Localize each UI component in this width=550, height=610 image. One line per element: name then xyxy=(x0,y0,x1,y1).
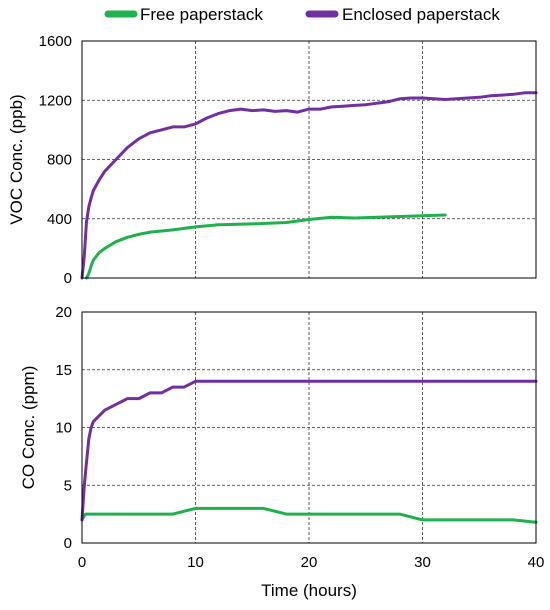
co-y-tick-label: 20 xyxy=(55,304,72,321)
voc-y-tick-label: 1600 xyxy=(39,33,72,50)
voc-y-ticks: 0 400 800 1200 1600 xyxy=(39,33,72,287)
co-y-tick-label: 0 xyxy=(64,535,72,552)
voc-y-tick-label: 400 xyxy=(47,211,72,228)
co-y-tick-label: 10 xyxy=(55,420,72,437)
legend: Free paperstack Enclosed paperstack xyxy=(104,5,500,24)
co-y-ticks: 0 5 10 15 20 xyxy=(55,304,72,552)
x-tick-label: 40 xyxy=(528,554,545,571)
voc-series-enclosed-paperstack xyxy=(80,91,538,280)
voc-panel: 0 400 800 1200 1600 VOC Conc. (ppb) xyxy=(7,33,538,287)
voc-y-tick-label: 1200 xyxy=(39,92,72,109)
voc-y-tick-label: 800 xyxy=(47,152,72,169)
co-gridlines xyxy=(82,312,536,543)
x-tick-label: 0 xyxy=(78,554,86,571)
x-tick-label: 30 xyxy=(414,554,431,571)
voc-series xyxy=(80,91,538,280)
legend-label-free: Free paperstack xyxy=(140,5,263,24)
co-series-free-paperstack xyxy=(80,506,538,524)
co-plot-frame xyxy=(81,311,537,544)
x-tick-label: 10 xyxy=(187,554,204,571)
voc-gridlines xyxy=(82,41,536,278)
co-panel: 0 5 10 15 20 0 10 20 30 40 CO Conc. (ppm) xyxy=(19,304,544,571)
voc-plot-frame xyxy=(81,40,537,279)
legend-label-enclosed: Enclosed paperstack xyxy=(342,5,500,24)
voc-y-axis-label: VOC Conc. (ppb) xyxy=(7,94,26,224)
x-axis-label: Time (hours) xyxy=(261,581,357,600)
co-y-tick-label: 5 xyxy=(64,477,72,494)
x-tick-label: 20 xyxy=(301,554,318,571)
voc-y-tick-label: 0 xyxy=(64,270,72,287)
co-y-tick-label: 15 xyxy=(55,362,72,379)
x-ticks: 0 10 20 30 40 xyxy=(78,554,545,571)
co-series xyxy=(80,379,538,524)
co-y-axis-label: CO Conc. (ppm) xyxy=(19,366,38,490)
co-series-enclosed-paperstack xyxy=(80,379,538,522)
voc-series-free-paperstack xyxy=(85,213,447,280)
